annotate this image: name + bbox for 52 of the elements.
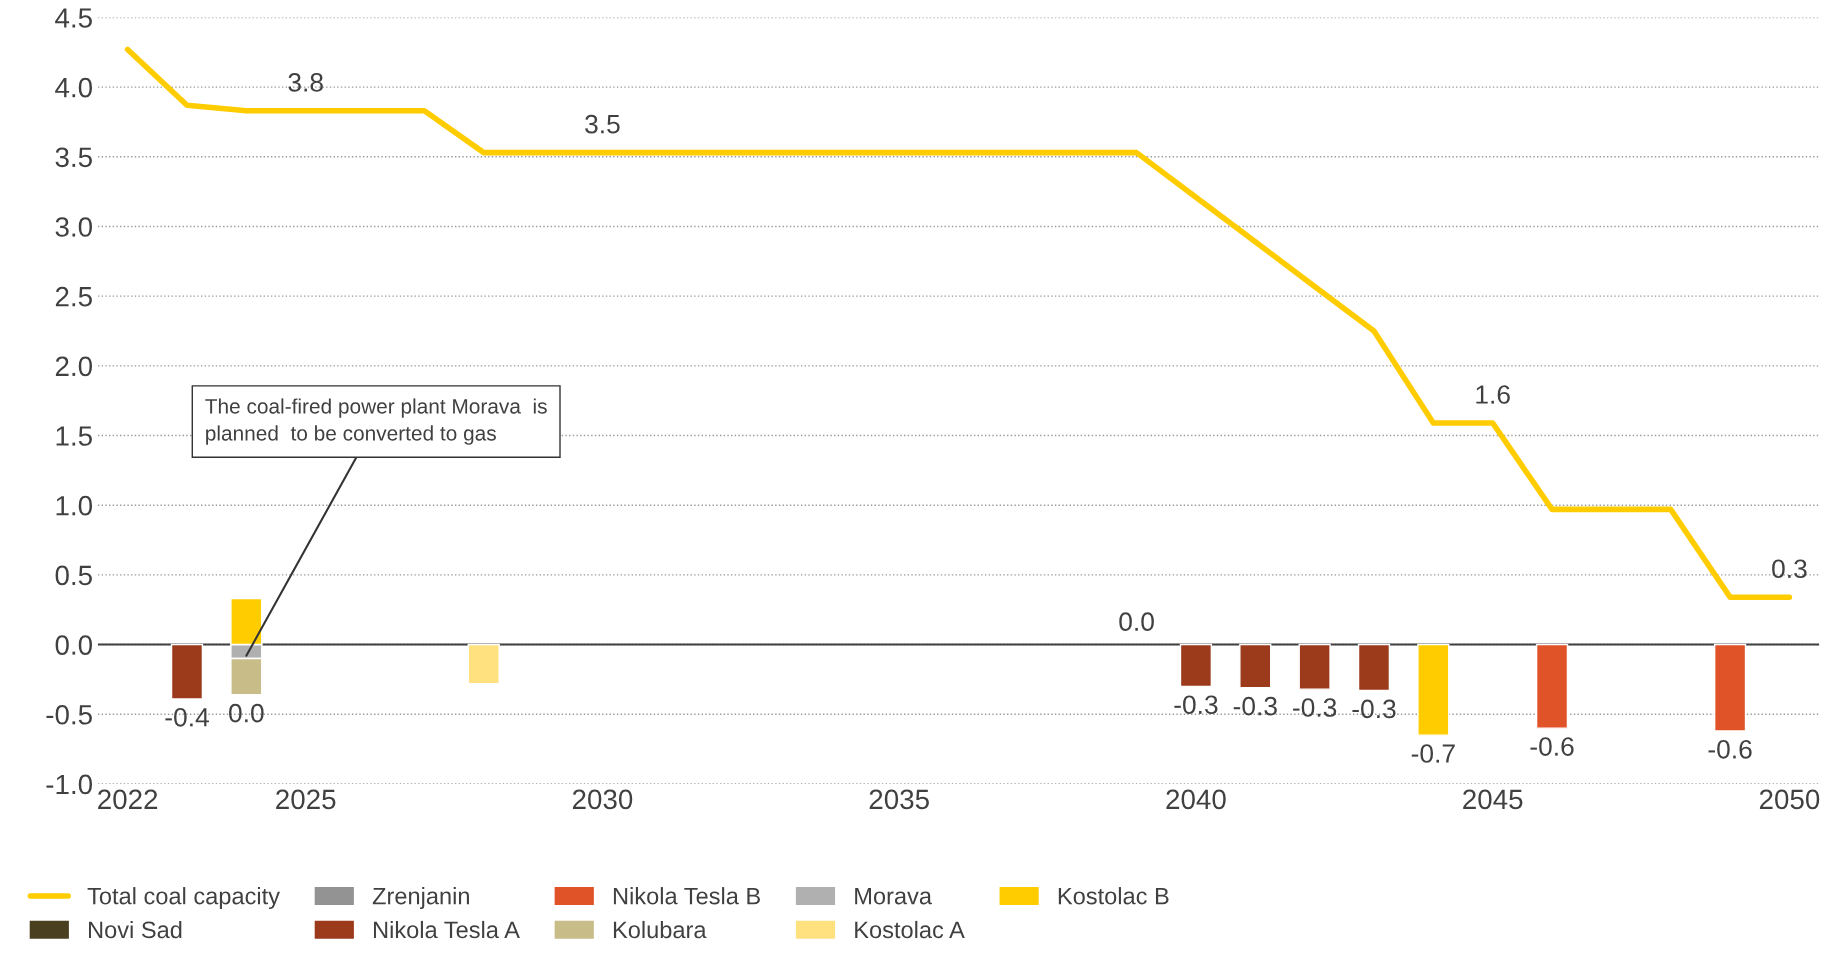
legend-label: Kostolac A: [855, 920, 965, 939]
total-label: -0.3: [1174, 695, 1218, 715]
x-tick-label: 2050: [1759, 789, 1820, 810]
x-tick-label: 2040: [1166, 789, 1226, 810]
total-label: -0.6: [1530, 737, 1574, 756]
data-label: 3.8: [288, 73, 323, 92]
bar: [170, 643, 204, 700]
x-tick-label: 2045: [1463, 789, 1523, 810]
data-label: 3.5: [585, 114, 620, 134]
y-tick-label: 1.5: [56, 426, 92, 446]
y-tick-label: 3.0: [55, 217, 93, 237]
legend-label: Nikola Tesla A: [373, 920, 520, 939]
y-tick-label: 0.0: [55, 635, 93, 655]
data-label: 0.3: [1772, 559, 1807, 579]
x-tick-label: 2022: [98, 789, 158, 810]
bar: [1713, 643, 1747, 732]
bar: [1179, 643, 1213, 688]
annotation: The coal-fired power plant Morava is planned to be converted to gas: [205, 398, 547, 445]
total-label: -0.3: [1293, 698, 1337, 717]
legend-label: Kolubara: [613, 920, 707, 939]
y-tick-label: -1.0: [46, 774, 93, 795]
y-tick-label: 2.5: [55, 286, 92, 307]
legend-label: Morava: [855, 887, 932, 905]
x-tick-label: 2035: [869, 789, 929, 810]
bar: [467, 643, 500, 685]
y-tick-label: 4.0: [55, 77, 93, 98]
bar: [1535, 643, 1569, 729]
legend-label: Kostolac B: [1058, 887, 1169, 905]
total-label: -0.3: [1352, 699, 1396, 719]
y-tick-label: -0.5: [46, 704, 92, 725]
y-tick-label: 1.0: [56, 495, 93, 516]
data-label: 1.6: [1476, 385, 1510, 404]
legend-label: Nikola Tesla B: [613, 887, 760, 905]
y-tick-label: 2.0: [55, 356, 93, 377]
legend-label: Novi Sad: [89, 920, 182, 939]
x-tick-label: 2025: [276, 789, 336, 810]
total-label: -0.7: [1411, 744, 1455, 763]
y-tick-label: 3.5: [55, 147, 92, 168]
total-label: -0.3: [1233, 696, 1277, 716]
text: 0.0: [1119, 612, 1154, 632]
total-label: 0.0: [229, 703, 264, 723]
bar: [1357, 643, 1391, 692]
total-label: -0.6: [1708, 739, 1752, 759]
legend-label: Zrenjanin: [372, 887, 469, 910]
legend-label: Total coal capacity: [87, 887, 280, 910]
y-tick-label: 4.5: [55, 8, 92, 28]
bar: [1298, 643, 1331, 690]
total-label: -0.4: [165, 707, 209, 727]
bar: [1417, 643, 1450, 736]
bar: [1239, 643, 1272, 689]
y-tick-label: 0.5: [55, 565, 92, 586]
x-tick-label: 2030: [572, 789, 633, 810]
